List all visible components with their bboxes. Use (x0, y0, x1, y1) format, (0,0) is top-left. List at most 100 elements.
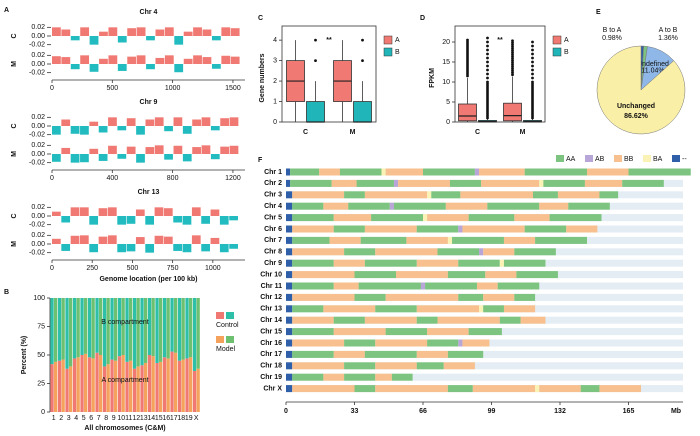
segment-label: A compartment (101, 377, 148, 384)
segment (427, 191, 432, 199)
x-tick-label: 1 (52, 415, 56, 422)
outlier (486, 96, 489, 100)
legend-label: Model (216, 346, 236, 353)
track-bar (70, 207, 80, 216)
segment (292, 339, 345, 347)
stacked-bar-segment (170, 351, 174, 412)
x-tick-label: 3 (67, 415, 71, 422)
segment (479, 168, 525, 176)
segment (389, 202, 394, 210)
outlier (531, 68, 534, 72)
outlier (511, 47, 514, 51)
outlier (511, 67, 514, 71)
track-bar (182, 216, 192, 225)
track-bar (154, 207, 164, 216)
track-bar (108, 27, 118, 36)
track-bar (108, 117, 117, 126)
outlier (531, 82, 534, 86)
segment (447, 236, 453, 244)
outlier (511, 39, 514, 43)
segment (292, 271, 355, 279)
outlier (511, 73, 514, 77)
segment (331, 179, 357, 187)
segment (474, 168, 480, 176)
stacked-bar-segment (185, 358, 189, 412)
segment (375, 385, 448, 393)
segment (427, 214, 469, 222)
segment (476, 282, 498, 290)
box (306, 101, 325, 123)
track-bar (174, 64, 184, 73)
segment (524, 225, 567, 233)
segment (599, 385, 641, 393)
track-bar (220, 118, 230, 126)
stacked-bar-segment (129, 360, 133, 412)
legend-swatch (643, 155, 651, 162)
outlier (466, 60, 469, 64)
segment (568, 202, 610, 210)
legend-label: A (564, 37, 569, 44)
segment (323, 373, 345, 381)
segment (292, 282, 334, 290)
stacked-bar-segment (87, 298, 92, 358)
x-tick-label: 13 (140, 415, 148, 422)
track-bar (99, 31, 108, 36)
x-tick-label: 500 (106, 85, 118, 92)
x-tick-label: 14 (147, 415, 155, 422)
outlier (486, 98, 489, 102)
x-tick-label: 1200 (225, 175, 241, 182)
segment (375, 339, 428, 347)
stacked-bar-segment (69, 366, 73, 412)
legend-label: Control (216, 322, 239, 329)
stacked-bar-segment (117, 356, 122, 412)
track-bar (61, 29, 71, 36)
x-tick-label: 0 (50, 85, 54, 92)
slice-value: 1.36% (658, 35, 678, 42)
track-bar (221, 27, 231, 36)
panel-letter: D (420, 15, 425, 22)
chromosome-title: Chr 13 (138, 189, 160, 196)
y-tick-label: 50 (37, 352, 45, 359)
x-tick-label: 132 (554, 408, 566, 415)
outlier (466, 74, 469, 78)
segment (462, 225, 525, 233)
track-bar (135, 237, 145, 244)
y-tick-label: 0.00 (31, 241, 45, 248)
track-name: C (11, 123, 18, 128)
outlier (314, 59, 317, 63)
panel-letter: B (4, 289, 9, 296)
outlier (531, 94, 534, 98)
stacked-bar-segment (95, 298, 99, 353)
segment (483, 248, 515, 256)
y-tick-label: 0.02 (31, 24, 45, 31)
panel-letter: E (596, 9, 601, 16)
row-label: Chr 9 (264, 260, 282, 267)
segment (333, 328, 386, 336)
x-tick-label: 0 (284, 408, 288, 415)
x-tick-label: C (475, 129, 480, 136)
stacked-bar-segment (54, 361, 58, 412)
outlier (531, 44, 534, 48)
track-bar (52, 154, 61, 162)
row-label: Chr X (263, 385, 282, 392)
outlier (486, 60, 489, 64)
stacked-bar-segment (84, 353, 88, 412)
outlier (486, 72, 489, 76)
segment (333, 214, 372, 222)
segment (290, 168, 320, 176)
segment (292, 350, 334, 358)
outlier (531, 64, 534, 68)
track-bar (229, 145, 239, 154)
stacked-bar-segment (155, 298, 159, 363)
outlier (466, 42, 469, 46)
segment (503, 236, 536, 244)
x-tick-label: 1500 (225, 85, 241, 92)
segment (286, 305, 293, 313)
segment (286, 350, 293, 358)
outlier (511, 43, 514, 47)
stacked-bar-segment (65, 298, 69, 369)
track-bar (164, 126, 173, 132)
stacked-bar-segment (76, 357, 80, 412)
row-label: Chr 15 (260, 328, 282, 335)
legend-swatch (614, 155, 622, 162)
